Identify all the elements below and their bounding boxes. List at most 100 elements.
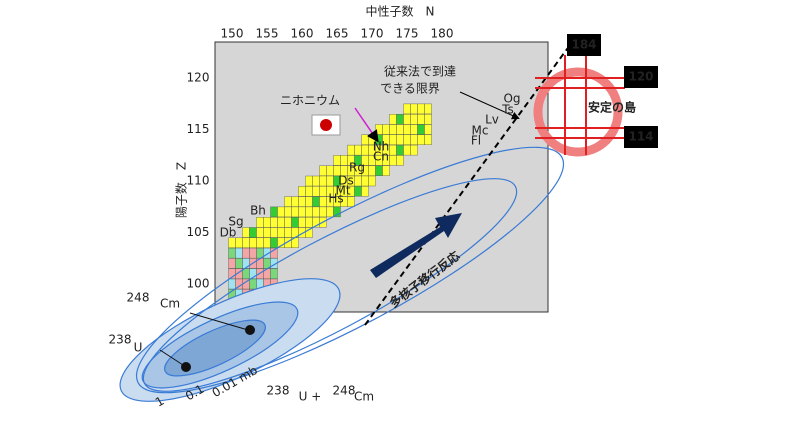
nucleus-cell <box>319 165 327 176</box>
nucleus-cell <box>298 186 306 197</box>
element-label: Mc <box>472 124 489 138</box>
limit-label: 従来法で到達 <box>384 65 456 79</box>
x-axis-title: 中性子数 N <box>366 4 435 19</box>
nucleus-cell <box>333 155 341 166</box>
limit-pointer <box>459 91 520 120</box>
x-tick-label: 150 <box>221 27 244 41</box>
nucleus-cell <box>361 144 369 156</box>
y-axis-title: 陽子数 Z <box>174 162 189 218</box>
box <box>624 66 658 88</box>
element-label: Ds <box>338 174 354 188</box>
nucleus-cell <box>270 258 278 269</box>
element-label: Ts <box>501 103 514 117</box>
nucleus-cell <box>319 186 327 197</box>
nucleus-cell <box>270 247 278 259</box>
nucleus-cell <box>312 196 320 207</box>
nucleus-cell <box>263 227 271 238</box>
nucleus-cell <box>403 113 411 125</box>
nucleus-cell <box>270 216 278 228</box>
nucleus-cell <box>396 124 404 135</box>
nucleus-cell <box>396 144 404 156</box>
nucleus-cell <box>242 237 250 249</box>
pointer <box>159 349 184 366</box>
nucleus-cell <box>298 196 306 207</box>
nucleus-cell <box>235 247 243 259</box>
element-label: Bh <box>250 204 266 218</box>
contours <box>119 146 565 402</box>
x-tick-label: 155 <box>256 27 279 41</box>
nucleus-cell <box>326 206 334 218</box>
mass-number: 248 <box>333 384 356 398</box>
nucleus-cell <box>326 165 334 176</box>
y-tick-label: 100 <box>187 277 210 291</box>
nucleus-cell <box>277 206 285 218</box>
nucleus-cell <box>424 103 432 115</box>
nucleus-cell <box>410 103 418 115</box>
magic-number: 120 <box>628 70 653 84</box>
nucleus-cell <box>277 227 285 238</box>
nucleus-cell <box>326 175 334 187</box>
nucleus-cell <box>424 113 432 125</box>
nucleus-cell <box>417 134 425 146</box>
nucleus-cell <box>389 113 397 125</box>
y-tick-label: 120 <box>187 71 210 85</box>
nucleus-cell <box>305 206 313 218</box>
mass-number: 238 <box>267 384 290 398</box>
nucleus-cell <box>249 247 257 259</box>
y-tick-label: 115 <box>187 122 210 136</box>
nucleus-cell <box>354 175 362 187</box>
nucleus-cell <box>368 175 376 187</box>
nucleus-cell <box>249 278 257 290</box>
nucleus-cell <box>263 216 271 228</box>
nucleus-cell <box>291 206 299 218</box>
x-tick-label: 175 <box>396 27 419 41</box>
nucleus-cell <box>354 186 362 197</box>
nucleus-cell <box>249 237 257 249</box>
nucleus-cell <box>284 227 292 238</box>
nucleus-cell <box>410 134 418 146</box>
element-label: Fl <box>471 134 481 148</box>
nucleus-cell <box>235 237 243 249</box>
element-label: Rg <box>349 161 365 175</box>
u-point <box>181 362 191 372</box>
nucleus-cell <box>403 124 411 135</box>
box <box>567 34 601 56</box>
nucleus-cell <box>333 206 341 218</box>
pointer <box>189 312 249 331</box>
nucleus-cell <box>354 144 362 156</box>
nucleus-cell <box>242 268 250 279</box>
nucleus-cell <box>396 113 404 125</box>
island-lines <box>535 55 625 155</box>
element-label: Db <box>220 226 237 240</box>
x-tick-label: 180 <box>431 27 454 41</box>
nucleus-cell <box>424 124 432 135</box>
mass-number: 238 <box>109 333 132 347</box>
nucleus-cell <box>284 206 292 218</box>
nucleus-cell <box>375 124 383 135</box>
element-label: Cn <box>373 150 389 164</box>
nihonium-label: ニホニウム <box>280 94 340 108</box>
nucleus-cell <box>389 155 397 166</box>
nucleus-cell <box>242 227 250 238</box>
element-label: Og <box>503 92 520 106</box>
nucleus-cell <box>319 175 327 187</box>
nucleus-cell <box>256 227 264 238</box>
nucleus-cell <box>361 175 369 187</box>
y-tick-label: 110 <box>187 174 210 188</box>
nucleus-cell <box>312 175 320 187</box>
nucleus-cell <box>312 186 320 197</box>
element-label: Nh <box>373 140 390 154</box>
nucleus-cell <box>340 155 348 166</box>
nucleus-cell <box>256 237 264 249</box>
nucleus-cell <box>347 144 355 156</box>
nucleus-cell <box>291 216 299 228</box>
nucleus-cell <box>284 196 292 207</box>
nucleus-cell <box>410 144 418 156</box>
nucleus-cell <box>305 227 313 238</box>
nucleus-cell <box>368 165 376 176</box>
box <box>624 126 658 148</box>
cm-point <box>245 325 255 335</box>
mass-number: 248 <box>127 291 150 305</box>
reaction-arrow <box>370 213 462 278</box>
